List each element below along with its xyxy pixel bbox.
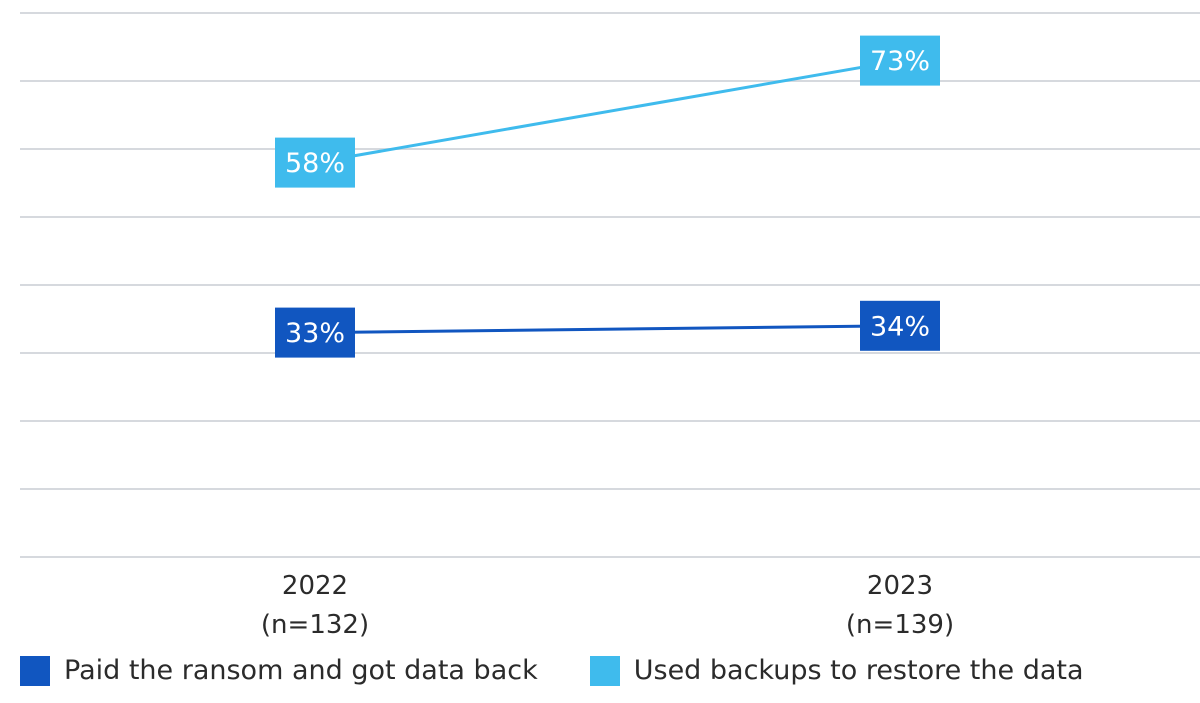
x-tick-sample-size: (n=139) bbox=[846, 610, 954, 640]
data-label-text: 73% bbox=[870, 46, 930, 77]
data-point-0-1: 34% bbox=[860, 300, 940, 351]
data-label-text: 33% bbox=[285, 318, 345, 349]
data-label-box bbox=[275, 137, 355, 188]
legend-item-backups: Used backups to restore the data bbox=[589, 655, 1084, 686]
data-label-box bbox=[860, 300, 940, 351]
x-axis-ticks: 2022 (n=132) 2023 (n=139) bbox=[261, 571, 954, 640]
data-point-0-0: 33% bbox=[275, 307, 355, 358]
legend-swatch-paid bbox=[20, 655, 50, 686]
series-lines bbox=[314, 59, 901, 335]
legend-label-paid: Paid the ransom and got data back bbox=[64, 655, 538, 686]
data-label-text: 58% bbox=[285, 148, 345, 179]
legend-swatch-backups bbox=[589, 655, 620, 686]
legend-item-paid: Paid the ransom and got data back bbox=[20, 655, 538, 686]
data-label-text: 34% bbox=[870, 311, 930, 342]
gridlines bbox=[20, 12, 1200, 558]
legend-label-backups: Used backups to restore the data bbox=[633, 655, 1084, 686]
data-point-1-0: 58% bbox=[275, 137, 355, 188]
legend: Paid the ransom and got data back Used b… bbox=[20, 655, 1136, 686]
x-tick-label: 2022 bbox=[282, 571, 348, 601]
series-line-1 bbox=[314, 59, 901, 165]
data-labels: 33% 34% 58% 73% bbox=[275, 35, 940, 358]
data-label-box bbox=[275, 307, 355, 358]
data-point-1-1: 73% bbox=[860, 35, 940, 86]
data-label-box bbox=[860, 35, 940, 86]
x-tick-sample-size: (n=132) bbox=[261, 610, 369, 640]
x-tick-label: 2023 bbox=[867, 571, 933, 601]
series-line-0 bbox=[314, 324, 901, 335]
